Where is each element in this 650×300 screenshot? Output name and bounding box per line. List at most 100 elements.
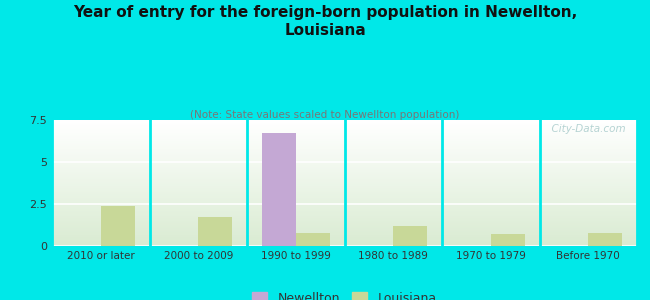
Bar xyxy=(52,133,637,134)
Bar xyxy=(52,153,637,154)
Bar xyxy=(52,242,637,244)
Bar xyxy=(52,241,637,242)
Bar xyxy=(52,143,637,144)
Bar xyxy=(52,128,637,129)
Bar xyxy=(52,121,637,122)
Bar xyxy=(52,208,637,209)
Bar xyxy=(52,201,637,202)
Bar xyxy=(52,211,637,212)
Bar xyxy=(52,227,637,228)
Bar xyxy=(52,144,637,145)
Bar xyxy=(52,178,637,179)
Bar xyxy=(52,198,637,200)
Bar xyxy=(52,226,637,227)
Bar xyxy=(52,139,637,140)
Bar xyxy=(52,154,637,155)
Text: (Note: State values scaled to Newellton population): (Note: State values scaled to Newellton … xyxy=(190,110,460,119)
Bar xyxy=(52,200,637,201)
Bar xyxy=(52,165,637,166)
Bar xyxy=(52,140,637,141)
Bar xyxy=(52,217,637,218)
Bar xyxy=(52,181,637,182)
Bar xyxy=(52,141,637,143)
Bar xyxy=(52,162,637,163)
Bar xyxy=(393,226,428,246)
Bar xyxy=(52,230,637,231)
Bar xyxy=(52,222,637,223)
Bar xyxy=(52,232,637,233)
Bar xyxy=(52,169,637,170)
Bar xyxy=(52,145,637,146)
Bar xyxy=(52,221,637,222)
Bar xyxy=(52,237,637,238)
Bar xyxy=(52,189,637,190)
Bar xyxy=(52,179,637,181)
Bar xyxy=(52,228,637,230)
Bar xyxy=(52,124,637,125)
Bar xyxy=(52,129,637,130)
Bar xyxy=(52,187,637,188)
Bar xyxy=(52,167,637,168)
Bar xyxy=(52,185,637,187)
Text: City-Data.com: City-Data.com xyxy=(545,124,625,134)
Bar xyxy=(52,245,637,246)
Bar xyxy=(52,202,637,203)
Bar xyxy=(52,231,637,232)
Bar xyxy=(52,236,637,237)
Bar xyxy=(52,135,637,136)
Bar xyxy=(52,220,637,221)
Bar xyxy=(52,152,637,153)
Bar xyxy=(52,170,637,172)
Bar xyxy=(52,204,637,206)
Bar xyxy=(52,206,637,207)
Bar xyxy=(52,225,637,226)
Bar xyxy=(491,234,525,246)
Bar xyxy=(52,192,637,193)
Bar xyxy=(52,188,637,189)
Bar xyxy=(52,163,637,164)
Bar xyxy=(52,194,637,196)
Bar xyxy=(52,244,637,245)
Bar xyxy=(52,223,637,225)
Bar xyxy=(52,131,637,133)
Bar xyxy=(52,126,637,128)
Bar xyxy=(52,196,637,197)
Bar xyxy=(52,155,637,157)
Bar xyxy=(52,240,637,241)
Bar xyxy=(52,160,637,162)
Bar xyxy=(198,218,233,246)
Bar xyxy=(52,176,637,177)
Bar xyxy=(588,232,623,246)
Bar xyxy=(52,136,637,138)
Bar xyxy=(52,159,637,160)
Bar xyxy=(52,177,637,178)
Bar xyxy=(52,138,637,139)
Bar xyxy=(52,174,637,175)
Bar xyxy=(261,134,296,246)
Bar xyxy=(52,158,637,159)
Bar xyxy=(52,209,637,211)
Bar xyxy=(52,193,637,194)
Bar xyxy=(52,164,637,165)
Bar xyxy=(52,120,637,121)
Bar xyxy=(52,173,637,174)
Bar xyxy=(52,190,637,192)
Bar xyxy=(52,233,637,235)
Bar xyxy=(52,157,637,158)
Bar xyxy=(52,182,637,183)
Bar xyxy=(52,150,637,152)
Bar xyxy=(52,238,637,240)
Legend: Newellton, Louisiana: Newellton, Louisiana xyxy=(252,292,437,300)
Bar xyxy=(52,197,637,198)
Bar xyxy=(101,206,135,246)
Bar xyxy=(52,146,637,148)
Bar xyxy=(52,168,637,169)
Text: Year of entry for the foreign-born population in Newellton,
Louisiana: Year of entry for the foreign-born popul… xyxy=(73,4,577,38)
Bar xyxy=(52,235,637,236)
Bar xyxy=(52,183,637,184)
Bar xyxy=(52,125,637,126)
Bar xyxy=(52,203,637,204)
Bar xyxy=(52,212,637,213)
Bar xyxy=(296,232,330,246)
Bar xyxy=(52,130,637,131)
